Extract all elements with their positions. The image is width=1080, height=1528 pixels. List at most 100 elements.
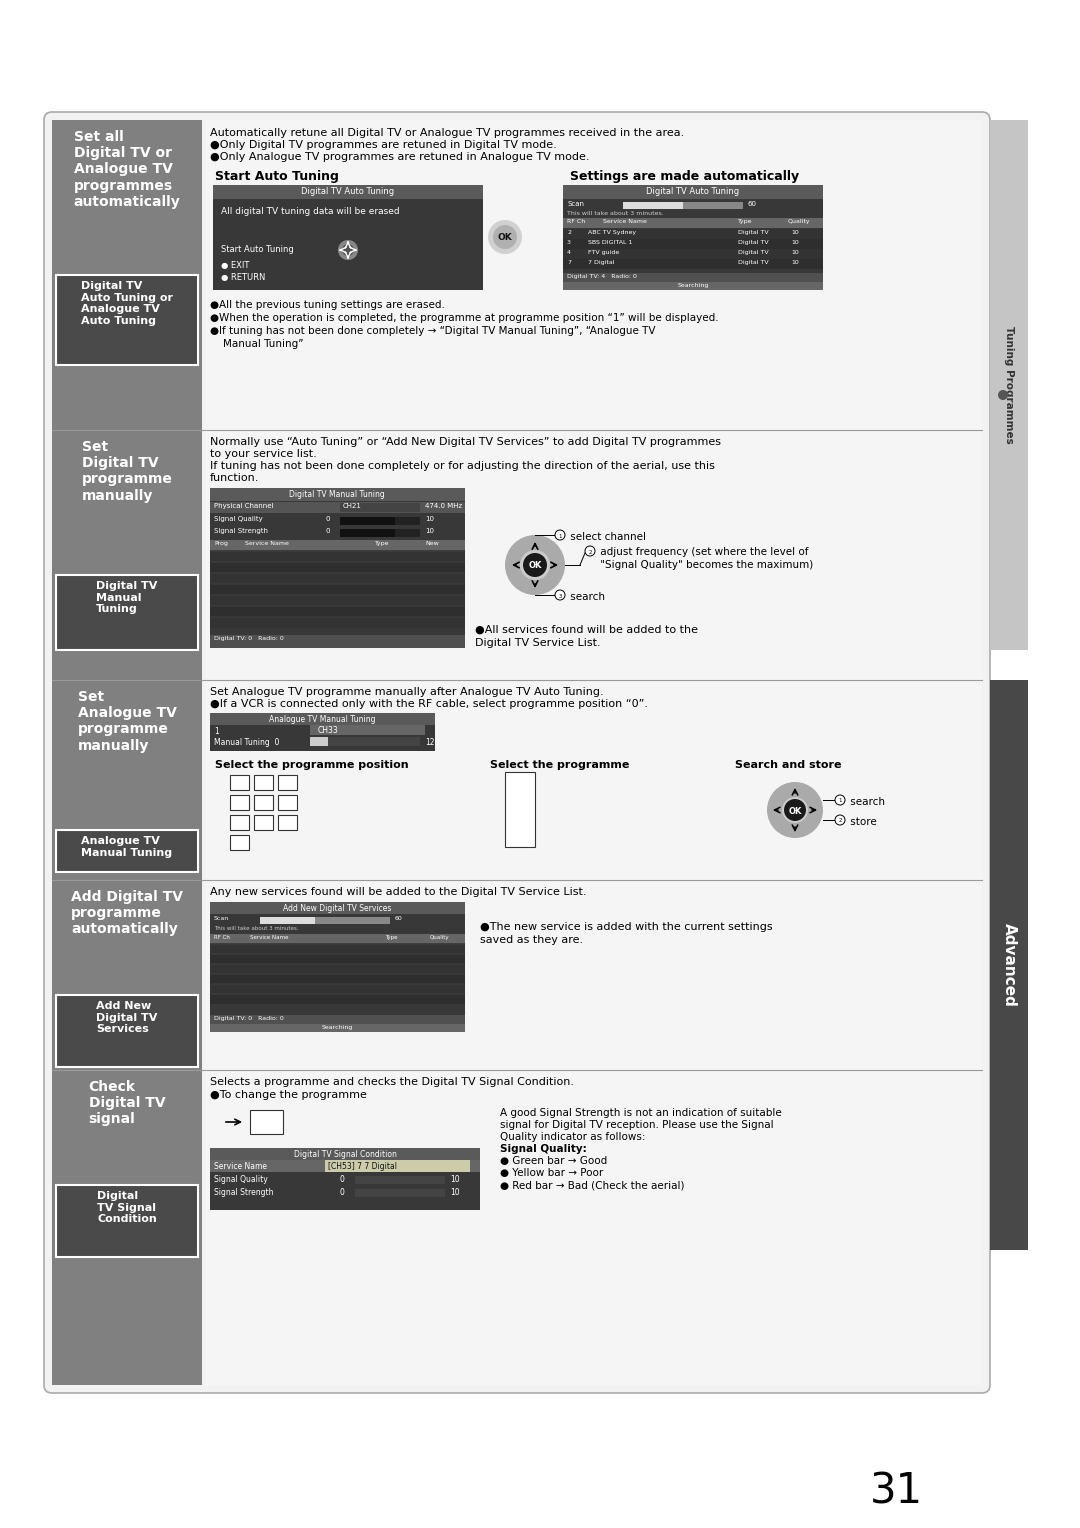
Bar — [205, 121, 982, 429]
Text: Digital TV Signal Condition: Digital TV Signal Condition — [294, 1151, 396, 1160]
Text: RF Ch: RF Ch — [214, 935, 230, 940]
Text: All digital TV tuning data will be erased: All digital TV tuning data will be erase… — [221, 206, 400, 215]
Bar — [310, 724, 426, 735]
Text: ● Green bar → Good: ● Green bar → Good — [500, 1157, 607, 1166]
Bar — [52, 1070, 202, 1384]
Bar — [990, 680, 1028, 1250]
Text: 10: 10 — [791, 251, 799, 255]
Bar — [210, 902, 465, 1031]
Text: FTV guide: FTV guide — [588, 251, 619, 255]
Bar — [210, 487, 465, 648]
Text: Add New
Digital TV
Services: Add New Digital TV Services — [96, 1001, 158, 1034]
Text: 3: 3 — [558, 593, 562, 599]
Bar — [563, 283, 823, 290]
Bar — [56, 830, 198, 872]
Bar — [210, 487, 465, 501]
Text: Selects a programme and checks the Digital TV Signal Condition.: Selects a programme and checks the Digit… — [210, 1077, 573, 1086]
Text: to your service list.: to your service list. — [210, 449, 316, 458]
Bar — [210, 562, 465, 573]
Text: A good Signal Strength is not an indication of suitable: A good Signal Strength is not an indicat… — [500, 1108, 782, 1118]
Text: Analogue TV Manual Tuning: Analogue TV Manual Tuning — [269, 715, 375, 724]
Text: ●If tuning has not been done completely → “Digital TV Manual Tuning”, “Analogue : ●If tuning has not been done completely … — [210, 325, 656, 336]
Text: 3: 3 — [567, 240, 571, 244]
Text: ● RETURN: ● RETURN — [221, 274, 266, 283]
Circle shape — [782, 798, 808, 824]
Bar — [340, 516, 420, 526]
Circle shape — [488, 220, 522, 254]
Bar — [340, 503, 420, 512]
Bar — [210, 607, 465, 617]
Text: ABC TV Sydney: ABC TV Sydney — [588, 231, 636, 235]
Text: This will take about 3 minutes.: This will take about 3 minutes. — [567, 211, 664, 215]
Circle shape — [338, 240, 357, 260]
Text: RF Ch: RF Ch — [567, 219, 585, 225]
Bar — [210, 1160, 480, 1172]
Bar — [310, 736, 420, 746]
Text: Signal Quality:: Signal Quality: — [500, 1144, 586, 1154]
Bar — [254, 814, 273, 830]
Text: 10: 10 — [791, 231, 799, 235]
Text: ●The new service is added with the current settings: ●The new service is added with the curre… — [480, 921, 772, 932]
FancyBboxPatch shape — [44, 112, 990, 1394]
Bar — [210, 934, 465, 943]
Text: New: New — [426, 541, 438, 545]
Text: Add New Digital TV Services: Add New Digital TV Services — [283, 905, 391, 914]
Bar — [310, 736, 328, 746]
Text: Digital TV: Digital TV — [738, 251, 769, 255]
Text: 0: 0 — [325, 516, 329, 523]
Text: This will take about 3 minutes.: This will take about 3 minutes. — [214, 926, 298, 931]
Circle shape — [767, 782, 823, 837]
Bar — [278, 795, 297, 810]
Text: Add Digital TV
programme
automatically: Add Digital TV programme automatically — [71, 889, 183, 937]
Bar — [210, 973, 465, 984]
Text: Analogue TV
Manual Tuning: Analogue TV Manual Tuning — [81, 836, 173, 857]
Text: Signal Quality: Signal Quality — [214, 1175, 268, 1184]
Bar — [210, 573, 465, 584]
Text: 2: 2 — [838, 819, 841, 824]
Bar — [505, 772, 535, 847]
Bar — [355, 1177, 445, 1184]
Bar — [213, 185, 483, 199]
Text: 0: 0 — [340, 1187, 345, 1196]
Text: search: search — [567, 591, 605, 602]
Text: Select the programme position: Select the programme position — [215, 759, 408, 770]
Text: function.: function. — [210, 474, 259, 483]
Bar — [563, 260, 823, 269]
Text: Normally use “Auto Tuning” or “Add New Digital TV Services” to add Digital TV pr: Normally use “Auto Tuning” or “Add New D… — [210, 437, 721, 448]
Bar — [563, 185, 823, 290]
Bar — [52, 880, 202, 1070]
Circle shape — [523, 553, 546, 578]
Text: 0: 0 — [340, 1175, 345, 1184]
Circle shape — [505, 535, 565, 594]
Text: Manual Tuning  0: Manual Tuning 0 — [214, 738, 280, 747]
Text: Quality: Quality — [788, 219, 811, 225]
Bar — [249, 1109, 283, 1134]
Text: Digital TV: 0   Radio: 0: Digital TV: 0 Radio: 0 — [214, 1016, 284, 1021]
Bar — [990, 121, 1028, 649]
Bar — [230, 834, 249, 850]
Bar — [210, 964, 465, 973]
Bar — [278, 775, 297, 790]
Bar — [56, 1186, 198, 1258]
Bar — [56, 575, 198, 649]
Text: ● EXIT: ● EXIT — [221, 261, 249, 270]
Bar — [210, 539, 465, 550]
Text: ●Only Digital TV programmes are retuned in Digital TV mode.: ●Only Digital TV programmes are retuned … — [210, 141, 557, 150]
Text: Start Auto Tuning: Start Auto Tuning — [221, 244, 294, 254]
Bar — [205, 429, 982, 680]
Text: 1: 1 — [214, 727, 219, 736]
Text: 2: 2 — [589, 550, 592, 555]
Text: 10: 10 — [426, 516, 434, 523]
Text: If tuning has not been done completely or for adjusting the direction of the aer: If tuning has not been done completely o… — [210, 461, 715, 471]
Text: saved as they are.: saved as they are. — [480, 935, 583, 944]
Bar — [563, 238, 823, 249]
Text: Set Analogue TV programme manually after Analogue TV Auto Tuning.: Set Analogue TV programme manually after… — [210, 688, 604, 697]
Circle shape — [835, 795, 845, 805]
Bar — [210, 584, 465, 594]
Text: Prog: Prog — [214, 541, 228, 545]
Bar — [278, 814, 297, 830]
Text: Quality indicator as follows:: Quality indicator as follows: — [500, 1132, 646, 1141]
Text: Settings are made automatically: Settings are made automatically — [570, 170, 799, 183]
Text: 0: 0 — [325, 529, 329, 533]
Text: Set
Digital TV
programme
manually: Set Digital TV programme manually — [82, 440, 173, 503]
